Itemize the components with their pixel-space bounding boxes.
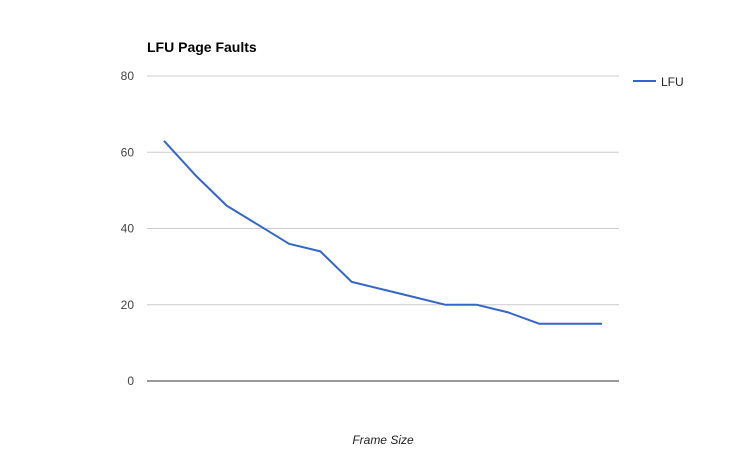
y-axis-ticks: 0 20 40 60 80 [121, 69, 135, 388]
y-tick-label: 0 [127, 374, 134, 388]
legend: LFU [633, 75, 684, 89]
y-tick-label: 80 [121, 69, 135, 83]
legend-label-lfu: LFU [661, 75, 684, 89]
series-lines [163, 140, 602, 325]
gridlines [147, 75, 619, 306]
x-axis-label: Frame Size [352, 433, 414, 447]
y-tick-label: 40 [121, 222, 135, 236]
y-tick-label: 20 [121, 298, 135, 312]
y-tick-label: 60 [121, 145, 135, 159]
chart-title: LFU Page Faults [147, 39, 257, 55]
series-line-lfu [163, 140, 602, 325]
